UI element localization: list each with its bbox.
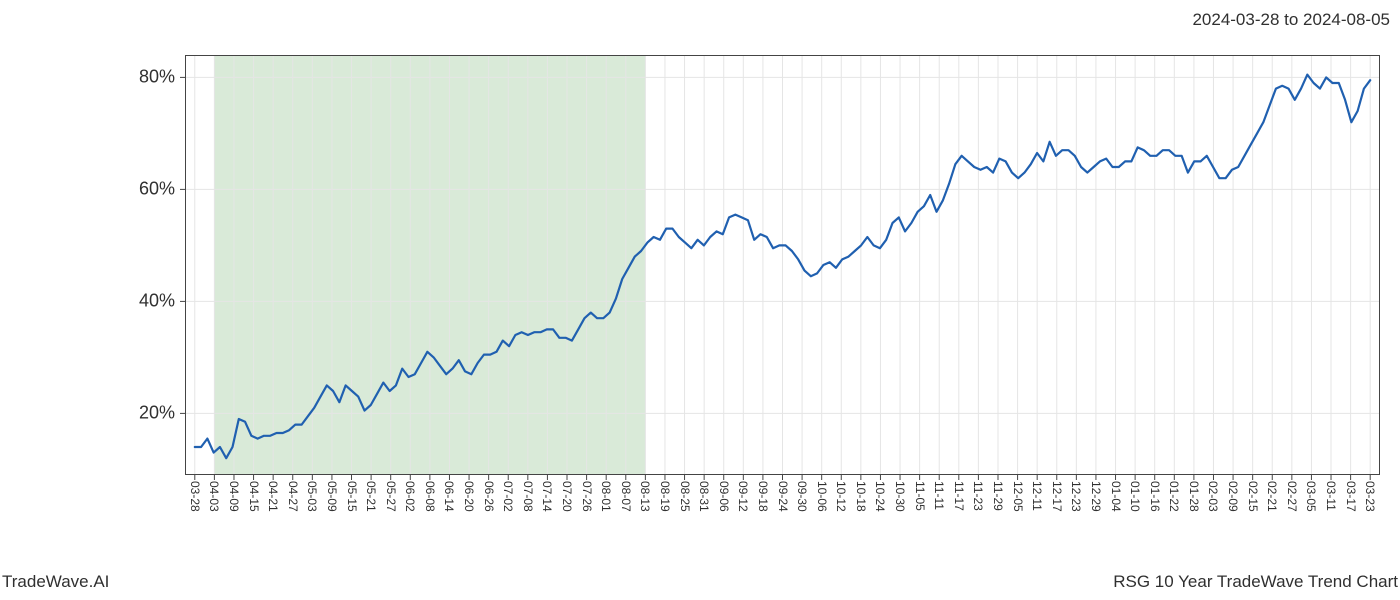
grid-svg	[179, 55, 1380, 481]
x-tick-label: 02-03	[1206, 481, 1220, 512]
x-tick-label: 08-07	[619, 481, 633, 512]
x-tick-label: 09-24	[776, 481, 790, 512]
x-tick-label: 02-27	[1285, 481, 1299, 512]
x-tick-label: 06-02	[403, 481, 417, 512]
x-tick-label: 08-25	[678, 481, 692, 512]
x-tick-label: 11-23	[971, 481, 985, 511]
x-tick-label: 07-02	[501, 481, 515, 512]
x-tick-label: 07-08	[521, 481, 535, 512]
x-tick-label: 10-30	[893, 481, 907, 512]
chart-title: RSG 10 Year TradeWave Trend Chart	[1113, 572, 1398, 592]
x-tick-label: 06-08	[423, 481, 437, 512]
x-tick-label: 05-09	[325, 481, 339, 512]
x-tick-label: 02-09	[1226, 481, 1240, 512]
x-tick-label: 09-12	[736, 481, 750, 512]
date-range-label: 2024-03-28 to 2024-08-05	[1192, 10, 1390, 30]
x-tick-label: 01-04	[1109, 481, 1123, 512]
x-tick-label: 03-23	[1363, 481, 1377, 512]
x-tick-label: 09-06	[717, 481, 731, 512]
x-tick-label: 05-03	[305, 481, 319, 512]
y-tick-label: 20%	[139, 403, 175, 424]
chart-container: 2024-03-28 to 2024-08-05 TradeWave.AI RS…	[0, 0, 1400, 600]
x-tick-label: 06-26	[482, 481, 496, 512]
x-tick-label: 09-18	[756, 481, 770, 512]
y-tick-label: 40%	[139, 291, 175, 312]
x-tick-label: 12-05	[1011, 481, 1025, 512]
x-tick-label: 11-17	[952, 481, 966, 511]
x-tick-label: 01-16	[1148, 481, 1162, 512]
x-tick-label: 02-21	[1265, 481, 1279, 512]
y-tick-label: 60%	[139, 179, 175, 200]
x-tick-label: 04-09	[227, 481, 241, 512]
plot-area: 20%40%60%80% 03-2804-0304-0904-1504-2104…	[185, 55, 1380, 475]
x-tick-label: 04-21	[266, 481, 280, 512]
x-tick-label: 03-28	[188, 481, 202, 512]
x-tick-label: 08-13	[638, 481, 652, 512]
x-tick-label: 12-11	[1030, 481, 1044, 511]
x-tick-label: 10-24	[873, 481, 887, 512]
x-tick-label: 11-05	[913, 481, 927, 511]
x-tick-label: 04-03	[207, 481, 221, 512]
x-tick-label: 08-19	[658, 481, 672, 512]
x-tick-label: 05-21	[364, 481, 378, 512]
x-tick-label: 10-12	[834, 481, 848, 512]
x-tick-label: 08-31	[697, 481, 711, 512]
x-tick-label: 11-11	[932, 481, 946, 510]
x-tick-label: 02-15	[1246, 481, 1260, 512]
x-tick-label: 03-17	[1344, 481, 1358, 512]
brand-label: TradeWave.AI	[2, 572, 109, 592]
x-tick-label: 12-23	[1069, 481, 1083, 512]
x-tick-label: 04-15	[247, 481, 261, 512]
x-tick-label: 03-11	[1324, 481, 1338, 511]
x-tick-label: 10-18	[854, 481, 868, 512]
x-tick-label: 01-10	[1128, 481, 1142, 512]
x-tick-label: 07-14	[540, 481, 554, 512]
x-tick-label: 06-20	[462, 481, 476, 512]
x-tick-label: 05-27	[384, 481, 398, 512]
x-tick-label: 08-01	[599, 481, 613, 512]
x-tick-label: 11-29	[991, 481, 1005, 511]
x-tick-label: 10-06	[815, 481, 829, 512]
x-tick-label: 12-17	[1050, 481, 1064, 512]
y-tick-label: 80%	[139, 67, 175, 88]
x-tick-label: 05-15	[345, 481, 359, 512]
x-tick-label: 01-22	[1167, 481, 1181, 512]
x-tick-label: 03-05	[1304, 481, 1318, 512]
x-tick-label: 07-20	[560, 481, 574, 512]
x-tick-label: 01-28	[1187, 481, 1201, 512]
x-tick-label: 06-14	[442, 481, 456, 512]
x-tick-label: 04-27	[286, 481, 300, 512]
x-tick-label: 07-26	[580, 481, 594, 512]
x-tick-label: 09-30	[795, 481, 809, 512]
x-tick-label: 12-29	[1089, 481, 1103, 512]
